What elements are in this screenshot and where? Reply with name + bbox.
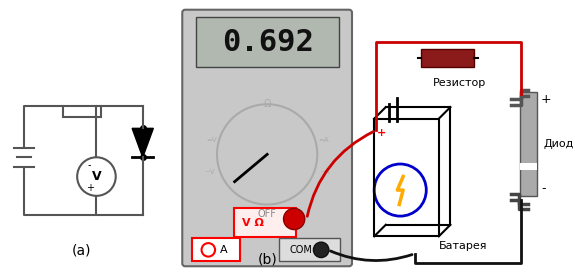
FancyBboxPatch shape — [192, 238, 240, 262]
FancyBboxPatch shape — [235, 208, 296, 237]
Text: +: + — [86, 183, 94, 193]
Text: Резистор: Резистор — [433, 78, 486, 88]
Text: Батарея: Батарея — [439, 241, 487, 251]
Text: =A: =A — [318, 137, 328, 143]
Polygon shape — [132, 128, 154, 157]
Text: -: - — [541, 182, 546, 195]
Text: Диод: Диод — [544, 139, 574, 149]
FancyBboxPatch shape — [196, 17, 339, 67]
FancyBboxPatch shape — [182, 10, 352, 266]
Text: A: A — [220, 245, 228, 255]
Bar — [63, 106, 101, 117]
Text: Ω: Ω — [263, 99, 271, 109]
Text: +: + — [541, 93, 551, 106]
Circle shape — [283, 208, 305, 230]
Circle shape — [202, 243, 215, 257]
Text: (a): (a) — [72, 244, 92, 258]
Circle shape — [313, 242, 329, 258]
Text: +: + — [377, 128, 386, 138]
Text: ~A: ~A — [320, 169, 330, 175]
Text: (b): (b) — [257, 252, 277, 266]
Text: V: V — [91, 170, 101, 183]
Text: =V: =V — [206, 137, 217, 143]
FancyBboxPatch shape — [279, 238, 340, 262]
Circle shape — [77, 157, 116, 196]
Bar — [520, 163, 537, 170]
Text: COM: COM — [289, 245, 312, 255]
Text: 0.692: 0.692 — [222, 28, 313, 57]
Text: ~V: ~V — [204, 169, 214, 175]
Bar — [520, 92, 537, 196]
Text: V Ω: V Ω — [242, 218, 263, 228]
Bar — [421, 49, 474, 67]
Text: -: - — [88, 160, 91, 170]
Text: OFF: OFF — [258, 209, 277, 219]
